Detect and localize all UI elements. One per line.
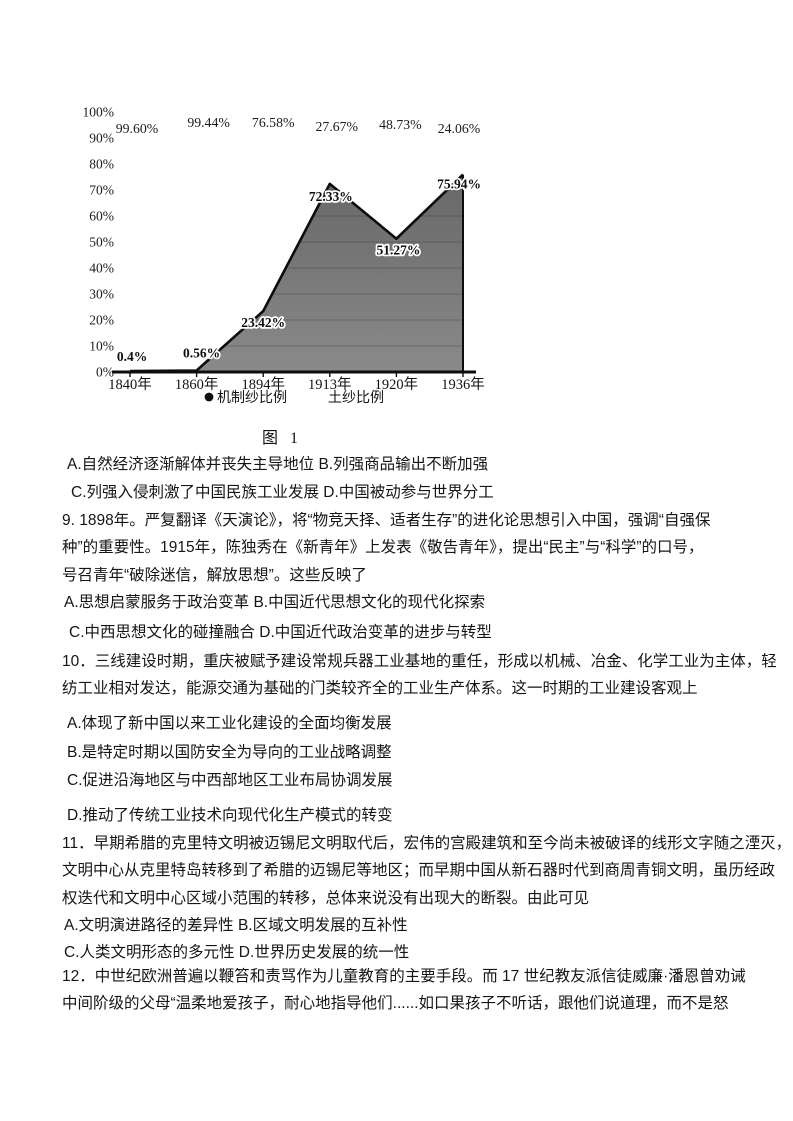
native-yarn-value-labels: 99.60% 99.44% 76.58% 27.67% 48.73% 24.06% xyxy=(116,115,481,136)
q10-option-c: C.促进沿海地区与中西部地区工业布局协调发展 xyxy=(67,772,393,790)
x-axis: 1840年 1860年 1894年 1913年 1920年 1936年 xyxy=(108,370,485,393)
legend: 机制纱比例 土纱比例 xyxy=(204,389,384,405)
x-tick-label: 1860年 xyxy=(175,376,219,393)
y-tick-label: 20% xyxy=(89,313,114,328)
legend-label-machine-yarn: 机制纱比例 xyxy=(217,389,287,405)
x-tick-label: 1920年 xyxy=(375,376,419,393)
native-yarn-value-label: 24.06% xyxy=(438,121,481,136)
q11-stem-3: 权迭代和文明中心区域小范围的转移，总体来说没有出现大的断裂。由此可见 xyxy=(62,889,590,907)
native-yarn-value-label: 48.73% xyxy=(379,117,422,132)
x-tick-label: 1913年 xyxy=(308,376,352,393)
x-tick-label: 1894年 xyxy=(241,376,285,393)
q10-option-a: A.体现了新中国以来工业化建设的全面均衡发展 xyxy=(67,714,392,732)
native-yarn-value-label: 99.60% xyxy=(116,121,159,136)
q11-stem-2: 文明中心从克里特岛转移到了希腊的迈锡尼等地区；而早期中国从新石器时代到商周青铜文… xyxy=(62,862,776,880)
x-tick-label: 1840年 xyxy=(108,376,152,393)
y-tick-label: 90% xyxy=(89,131,114,146)
q10-option-d: D.推动了传统工业技术向现代化生产模式的转变 xyxy=(67,806,393,824)
q10-stem-1: 10．三线建设时期，重庆被赋予建设常规兵器工业基地的重任，形成以机械、冶金、化学… xyxy=(62,652,777,670)
q10-option-b: B.是特定时期以国防安全为导向的工业战略调整 xyxy=(67,743,392,761)
q8-options-ab: A.自然经济逐渐解体并丧失主导地位 B.列强商品输出不断加强 xyxy=(67,456,489,473)
y-tick-label: 70% xyxy=(89,183,114,198)
q11-stem-1: 11．早期希腊的克里特文明被迈锡尼文明取代后，宏伟的宫殿建筑和至今尚未被破译的线… xyxy=(62,835,792,853)
machine-yarn-value-label: 0.56% xyxy=(183,346,220,361)
legend-label-native-yarn: 土纱比例 xyxy=(328,389,384,405)
q12-stem-2: 中间阶级的父母“温柔地爱孩子，耐心地指导他们......如口果孩子不听话，跟他们… xyxy=(62,995,729,1013)
y-tick-label: 0% xyxy=(96,365,114,380)
native-yarn-value-label: 27.67% xyxy=(316,119,359,134)
machine-yarn-value-label: 0.4% xyxy=(117,349,147,364)
machine-yarn-value-label: 23.42% xyxy=(241,315,285,330)
y-tick-label: 10% xyxy=(89,339,114,354)
legend-marker-machine-yarn-icon xyxy=(204,392,214,402)
native-yarn-value-label: 99.44% xyxy=(187,115,230,130)
native-yarn-value-label: 76.58% xyxy=(252,115,295,130)
machine-yarn-value-label: 51.27% xyxy=(376,243,420,258)
machine-yarn-value-label: 72.33% xyxy=(309,189,353,204)
q9-stem-2: 种”的重要性。1915年，陈独秀在《新青年》上发表《敬告青年》，提出“民主”与“… xyxy=(62,539,704,557)
q9-stem-1: 9. 1898年。严复翻译《天演论》，将“物竞天择、适者生存”的进化论思想引入中… xyxy=(62,511,711,529)
q11-options-cd: C.人类文明形态的多元性 D.世界历史发展的统一性 xyxy=(64,943,410,961)
x-tick-label: 1936年 xyxy=(441,376,485,393)
y-tick-label: 30% xyxy=(89,287,114,302)
machine-yarn-value-labels: 0.4% 0.56% 23.42% 72.33% 51.27% 75.94% xyxy=(115,175,483,366)
q9-stem-3: 号召青年“破除迷信，解放思想”。这些反映了 xyxy=(62,566,367,584)
machine-yarn-value-label: 75.94% xyxy=(437,177,481,192)
y-tick-label: 60% xyxy=(89,209,114,224)
q8-options-cd: C.列强入侵刺激了中国民族工业发展 D.中国被动参与世界分工 xyxy=(71,484,494,502)
scan-artifact-dot xyxy=(282,254,288,260)
y-tick-label: 50% xyxy=(89,235,114,250)
y-tick-label: 80% xyxy=(89,157,114,172)
yarn-proportion-area-chart: 1840年 1860年 1894年 1913年 1920年 1936年 100% 90% 80%… xyxy=(83,105,485,406)
q9-options-cd: C.中西思想文化的碰撞融合 D.中国近代政治变革的进步与转型 xyxy=(69,624,492,642)
y-tick-label: 100% xyxy=(83,105,115,120)
figure-1-chart: 1840年 1860年 1894年 1913年 1920年 1936年 100% 90% 80%… xyxy=(72,100,492,412)
question-text-block: A.自然经济逐渐解体并丧失主导地位 B.列强商品输出不断加强 C.列强入侵刺激了… xyxy=(62,451,792,1018)
figure-caption: 图 1 xyxy=(261,430,302,447)
area-series-machine-yarn xyxy=(129,173,464,373)
q10-stem-2: 纺工业相对发达，能源交通为基础的门类较齐全的工业生产体系。这一时期的工业建设客观… xyxy=(62,680,698,698)
q9-options-ab: A.思想启蒙服务于政治变革 B.中国近代思想文化的现代化探索 xyxy=(64,593,486,611)
q12-stem-1: 12．中世纪欧洲普遍以鞭笞和责骂作为儿童教育的主要手段。而 17 世纪教友派信徒… xyxy=(62,968,746,986)
q11-options-ab: A.文明演进路径的差异性 B.区域文明发展的互补性 xyxy=(64,917,408,935)
y-axis: 100% 90% 80% 70% 60% 50% 40% 30% 20% 10% 0% xyxy=(83,105,115,380)
y-tick-label: 40% xyxy=(89,261,114,276)
